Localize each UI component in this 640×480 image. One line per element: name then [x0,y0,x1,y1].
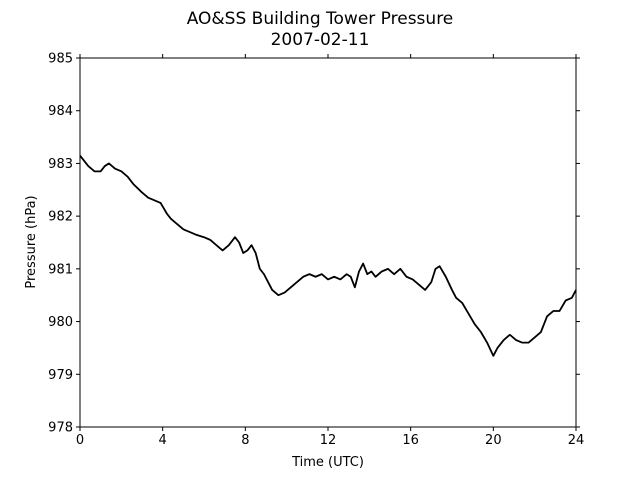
plot-area: 0 4 8 12 16 20 24 978 979 980 981 982 983 984 985 [48,52,584,449]
y-axis-label: Pressure (hPa) [24,195,39,288]
chart-subtitle: 2007-02-11 [271,30,370,50]
x-tick-label: 16 [402,433,419,448]
y-tick-label: 982 [48,210,73,225]
x-tick-label: 24 [568,433,585,448]
y-tick-label: 983 [48,157,73,172]
y-tick-label: 979 [48,368,73,383]
x-axis-label: Time (UTC) [291,455,364,470]
x-tick-label: 8 [241,433,249,448]
chart-title: AO&SS Building Tower Pressure [187,9,454,29]
y-tick-label: 980 [48,315,73,330]
x-tick-label: 12 [320,433,337,448]
plot-frame [79,57,577,428]
y-tick-label: 978 [48,421,73,436]
x-tick-label: 20 [485,433,502,448]
pressure-series-line [79,154,577,357]
y-tick-label: 981 [48,262,73,277]
y-tick-label: 984 [48,104,73,119]
y-tick-label: 985 [48,52,73,67]
x-tick-label: 0 [76,433,84,448]
x-tick-label: 4 [159,433,167,448]
